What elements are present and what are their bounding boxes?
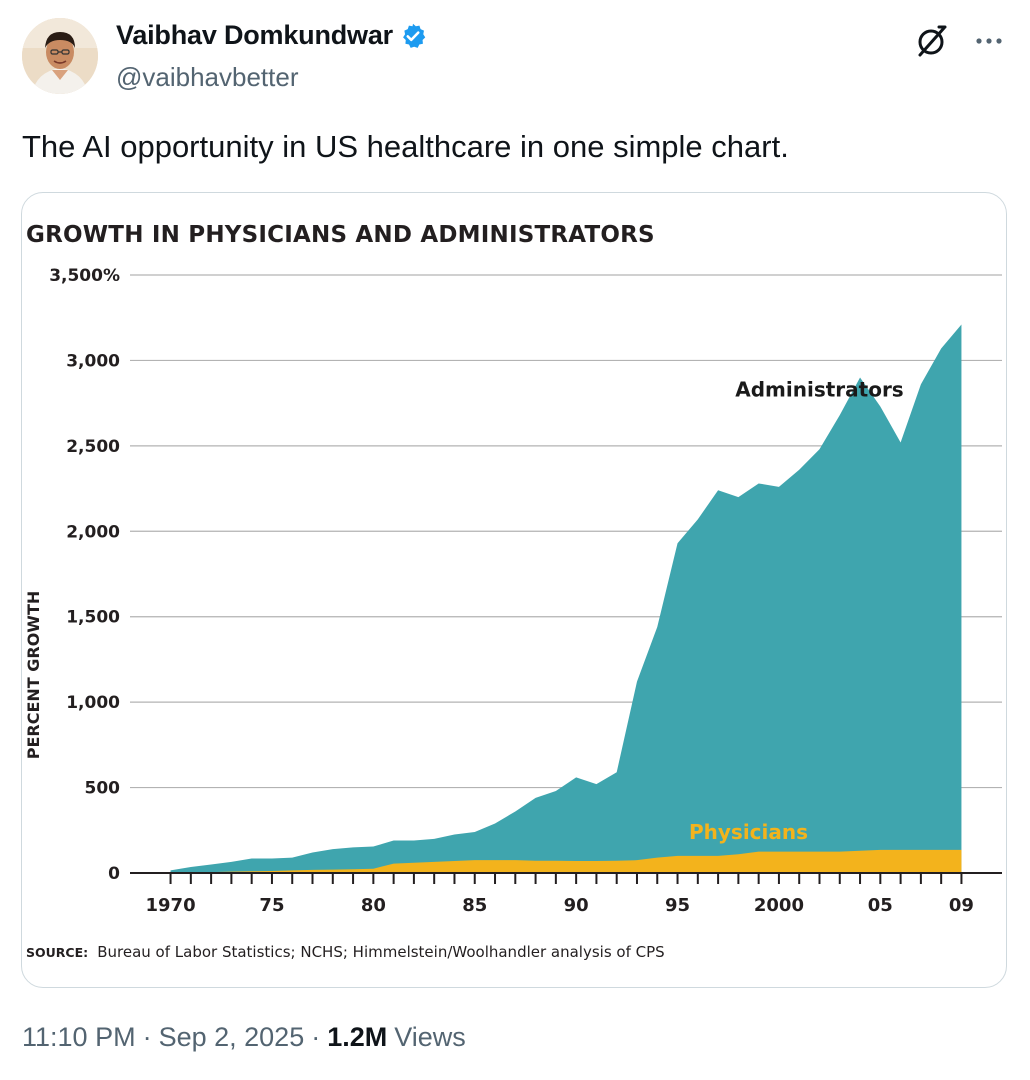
avatar[interactable] [22, 18, 98, 94]
views-count: 1.2M [327, 1022, 388, 1052]
author-handle[interactable]: @vaibhavbetter [116, 62, 299, 92]
series-area-administrators [170, 324, 962, 873]
more-icon[interactable] [972, 24, 1006, 58]
avatar-image [22, 18, 98, 94]
tweet-text: The AI opportunity in US healthcare in o… [22, 129, 789, 164]
source-text: Bureau of Labor Statistics; NCHS; Himmel… [97, 943, 664, 961]
source-note: SOURCE: Bureau of Labor Statistics; NCHS… [26, 942, 665, 961]
axes: 0 500 1,000 1,500 2,000 2,500 3,000 3,500% 1970 7… [49, 266, 1002, 916]
series-label-administrators: Administrators [735, 377, 903, 401]
x-tick-label: 85 [462, 895, 487, 916]
area-chart: GROWTH IN PHYSICIANS AND ADMINISTRATORS … [24, 222, 1002, 961]
tweet-time[interactable]: 11:10 PM [22, 1022, 136, 1052]
y-tick-label: 1,000 [66, 693, 120, 713]
y-tick-label: 2,000 [66, 522, 120, 542]
x-tick-label: 09 [949, 895, 974, 916]
plot-areas: Administrators Physicians [170, 324, 962, 873]
verified-badge-icon[interactable] [399, 22, 427, 50]
x-tick-label: 75 [259, 895, 284, 916]
y-tick-label: 3,000 [66, 351, 120, 371]
x-tick-label: 95 [665, 895, 690, 916]
x-tick-label: 2000 [754, 895, 804, 916]
y-tick-label: 3,500% [49, 266, 120, 286]
y-tick-label: 500 [85, 779, 121, 799]
y-tick-label: 0 [108, 864, 120, 884]
views-label: Views [394, 1022, 466, 1052]
x-tick-label: 90 [564, 895, 589, 916]
chart-title: GROWTH IN PHYSICIANS AND ADMINISTRATORS [26, 222, 655, 248]
y-axis-label: PERCENT GROWTH [24, 591, 43, 760]
y-tick-label: 2,500 [66, 437, 120, 457]
y-tick-label: 1,500 [66, 608, 120, 628]
x-tick-label: 05 [868, 895, 893, 916]
tweet-meta: 11:10 PM · Sep 2, 2025 · 1.2M Views [22, 1022, 466, 1053]
author-name-row: Vaibhav Domkundwar [116, 20, 427, 51]
source-label: SOURCE: [26, 945, 88, 960]
media-card[interactable]: GROWTH IN PHYSICIANS AND ADMINISTRATORS … [21, 192, 1007, 988]
tweet-date[interactable]: Sep 2, 2025 [158, 1022, 305, 1052]
series-label-physicians: Physicians [689, 820, 808, 844]
grok-icon[interactable] [914, 24, 948, 58]
x-tick-label: 80 [361, 895, 386, 916]
svg-text:SOURCE: Bureau of Labo: SOURCE: Bureau of Labor Statistics; NCHS… [26, 942, 665, 961]
x-tick-label: 1970 [146, 895, 196, 916]
meta-separator: · [311, 1022, 321, 1052]
meta-separator: · [142, 1022, 152, 1052]
author-name[interactable]: Vaibhav Domkundwar [116, 20, 393, 50]
series-area-physicians [170, 849, 962, 873]
